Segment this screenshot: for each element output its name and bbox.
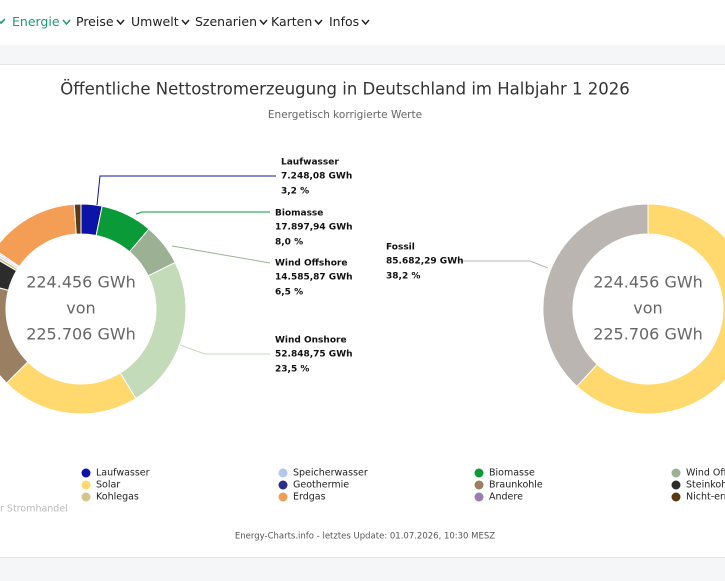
legend-label: Solar [96, 480, 120, 491]
legend-label: Speicherwasser [293, 468, 368, 479]
donut-segment [542, 203, 649, 388]
callout-percent: 23,5 % [275, 365, 309, 375]
callout-value: 7.248,08 GWh [281, 172, 352, 182]
center-text: von [66, 299, 95, 318]
chevron [181, 19, 190, 26]
chart-title: Öffentliche Nettostromerzeugung in Deuts… [60, 80, 629, 99]
callout-name: Laufwasser [281, 158, 339, 168]
nav-item[interactable]: Karten [271, 14, 323, 29]
nav-item[interactable]: Preise [76, 14, 125, 29]
callout-line [460, 260, 549, 269]
legend-marker [474, 492, 484, 502]
legend-label: Geothermie [293, 480, 349, 491]
donut-segment [5, 361, 137, 415]
legend-label: Kohlegas [96, 492, 139, 503]
chart-card [0, 64, 725, 558]
callout-name: Wind Offshore [275, 259, 347, 269]
legend-label: Nicht-erneuerbarer Abfall [686, 492, 725, 503]
legend-marker [474, 468, 484, 478]
legend-label: Steinkohle [686, 480, 725, 491]
legend-label: Biomasse [489, 468, 535, 479]
chart-subtitle: Energetisch korrigierte Werte [268, 109, 422, 121]
chevron [314, 19, 323, 26]
donut-segment [576, 203, 725, 415]
callout-name: Wind Onshore [275, 336, 347, 346]
callout-line [171, 245, 271, 264]
callout-value: 14.585,87 GWh [275, 273, 353, 283]
donut-segment [73, 203, 82, 235]
chevron [61, 19, 71, 26]
nav-item[interactable]: Energie [12, 14, 71, 29]
footer: Energy-Charts.info - letztes Update: 01.… [235, 532, 495, 542]
side-note: r Stromhandel [0, 504, 68, 515]
chevron [0, 18, 5, 25]
callout-line [96, 175, 276, 206]
callout-percent: 3,2 % [281, 187, 309, 197]
legend-marker [278, 492, 288, 502]
center-text: 225.706 GWh [26, 325, 136, 344]
nav-label: Karten [271, 14, 313, 29]
chevron [361, 19, 370, 26]
nav-label: Szenarien [195, 14, 257, 29]
nav-item[interactable]: Infos [329, 14, 370, 29]
legend-label: Andere [489, 492, 523, 503]
legend-label: Wind Offshore [686, 468, 725, 479]
legend-marker [81, 468, 91, 478]
callout-value: 52.848,75 GWh [275, 350, 353, 360]
legend-marker [81, 492, 91, 502]
callout-name: Fossil [386, 243, 415, 253]
nav-label: Preise [76, 14, 114, 29]
callout-value: 17.897,94 GWh [275, 223, 353, 233]
chevron [259, 19, 268, 26]
callout-percent: 6,5 % [275, 288, 303, 298]
donut-segment [0, 287, 29, 384]
legend-label: Braunkohle [489, 480, 543, 491]
nav-item[interactable]: Umwelt [131, 14, 190, 29]
center-text: von [633, 299, 662, 318]
chevron [115, 19, 125, 26]
nav-label: Umwelt [131, 14, 179, 29]
legend-marker [671, 492, 681, 502]
legend-marker [81, 480, 91, 490]
nav-label: Infos [329, 14, 360, 29]
navigation-bar: Energie Preise Umwelt Szenarien Karten Infos [0, 0, 725, 45]
callout-name: Biomasse [275, 209, 323, 219]
center-text: 224.456 GWh [593, 273, 703, 292]
callout-percent: 38,2 % [386, 272, 420, 282]
nav-item[interactable]: Szenarien [195, 14, 268, 29]
legend-label: Laufwasser [96, 468, 150, 479]
callout-percent: 8,0 % [275, 238, 303, 248]
legend-marker [278, 480, 288, 490]
callout-line [135, 211, 270, 215]
nav-label: Energie [12, 14, 60, 29]
center-text: 225.706 GWh [593, 325, 703, 344]
legend-marker [671, 468, 681, 478]
callout-value: 85.682,29 GWh [386, 257, 464, 267]
center-text: 224.456 GWh [26, 273, 136, 292]
legend-marker [278, 468, 288, 478]
legend-marker [474, 480, 484, 490]
legend-label: Erdgas [293, 492, 326, 503]
donut-segment [0, 203, 77, 268]
callout-line [179, 344, 270, 355]
legend-marker [671, 480, 681, 490]
